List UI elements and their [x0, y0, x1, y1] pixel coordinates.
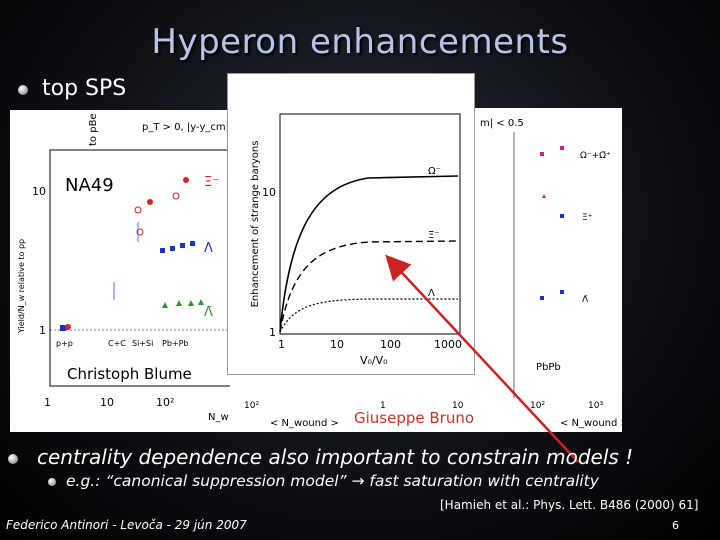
na49-xtick-100: 10² [156, 396, 174, 409]
pbpb-xi-marker [147, 199, 153, 205]
pbpb-plot: m| < 0.5 Ω⁻+Ω̄⁺ Ξ̄⁺ Λ̄ PbPb 10² 1 10 10²… [244, 118, 629, 429]
model-xtick-1: 1 [278, 338, 285, 351]
model-ylabel: Enhancement of strange baryons [250, 141, 261, 308]
na49-cut-text: p_T > 0, |y-y_cm| < 0 [142, 122, 250, 133]
pbpb-xlabel-left: < N_wound > [270, 418, 339, 429]
reference: [Hamieh et al.: Phys. Lett. B486 (2000) … [440, 498, 699, 512]
slide-title: Hyperon enhancements [151, 22, 569, 62]
model-label-lambda: Λ [428, 288, 435, 299]
xi-marker-b [183, 177, 189, 183]
na49-xlabel: N_w [208, 412, 229, 423]
model-frame [279, 113, 461, 335]
na49-label: NA49 [63, 174, 116, 197]
sub-bullet-icon [48, 478, 56, 486]
lambda-marker-2 [170, 246, 175, 251]
na49-system-sisi: Si+Si [132, 339, 153, 348]
na49-ytick-1: 1 [39, 324, 46, 337]
legend-omega: Ω⁻+Ω̄⁺ [580, 151, 611, 161]
xi-marker-a [172, 192, 180, 200]
model-plot: Enhancement of strange baryons 10 1 Ω⁻ Ξ… [250, 113, 462, 367]
lambda-marker-right-1 [540, 296, 544, 300]
footer: Federico Antinori - Levoča - 29 jún 2007 [6, 518, 247, 532]
legend-lambdabar-right: Λ̄ [582, 295, 589, 305]
pp-marker [60, 325, 66, 331]
lambda-marker-3 [180, 243, 185, 248]
na49-ylabel: Yield/N_w relative to pp [17, 239, 26, 334]
na49-ylabel-top: to pBe [88, 113, 99, 146]
omega-marker-1 [540, 152, 544, 156]
sisi-xi-marker [136, 228, 144, 236]
pp-marker-red [65, 324, 71, 330]
model-plot-panel: Enhancement of strange baryons 10 1 Ω⁻ Ξ… [228, 74, 474, 374]
na49-system-pp: p+p [56, 339, 73, 348]
bullet-top-sps: top SPS [42, 76, 127, 101]
model-xtick-10: 10 [330, 338, 344, 351]
page-number: 6 [672, 519, 679, 532]
model-curve-lambda [279, 298, 458, 333]
legend-xi: Ξ⁻ [204, 175, 219, 190]
bullet-icon [8, 454, 18, 464]
legend-xibar: Ξ̄⁺ [582, 213, 593, 223]
na49-xtick-10: 10 [100, 396, 114, 409]
na49-plot: to pBe p_T > 0, |y-y_cm| < 0 Yield/N_w r… [17, 113, 250, 423]
pbpb-xtick-b: 1 [380, 401, 386, 411]
bullet-centrality: centrality dependence also important to … [37, 445, 634, 469]
pbpb-xlabel-right: < N_wound > [560, 418, 622, 429]
legend-lambdabar: Λ̄ [204, 305, 213, 320]
pbpb-system-label: PbPb [536, 362, 561, 373]
cc-xi-marker [134, 206, 142, 214]
lambdabar-marker-1 [162, 302, 168, 308]
na49-ytick-10: 10 [32, 185, 46, 198]
model-xlabel: V₀/V₀ [360, 354, 388, 367]
giuseppe-bruno-label: Giuseppe Bruno [354, 409, 475, 427]
bullet-icon [18, 85, 28, 95]
model-ytick-10: 10 [262, 186, 276, 199]
na49-system-cc: C+C [108, 339, 126, 348]
christoph-blume-label: Christoph Blume [64, 364, 195, 384]
na49-xtick-1: 1 [44, 396, 51, 409]
lambda-marker-right-2 [560, 290, 564, 294]
pbpb-xtick-d: 10² [530, 401, 545, 411]
model-curve-xi [279, 240, 459, 333]
lambda-marker-1 [160, 248, 165, 253]
model-xtick-100: 100 [380, 338, 401, 351]
model-label-omega: Ω⁻ [428, 166, 441, 177]
model-label-xi: Ξ⁻ [428, 230, 440, 241]
sub-bullet-canonical: e.g.: “canonical suppression model” → fa… [66, 472, 599, 490]
pbpb-xtick-a: 10² [244, 401, 259, 411]
model-xtick-1000: 1000 [434, 338, 462, 351]
xi-marker-right-1 [542, 194, 546, 198]
pbpb-cut-text: m| < 0.5 [480, 118, 524, 129]
legend-lambda: Λ [204, 241, 213, 256]
xi-marker-right-2 [560, 214, 564, 218]
omega-marker-2 [560, 146, 564, 150]
model-curve-omega [279, 175, 459, 333]
lambdabar-marker-4 [198, 299, 204, 305]
na49-system-pbpb: Pb+Pb [162, 339, 189, 348]
lambdabar-marker-3 [188, 300, 194, 306]
lambdabar-marker-2 [176, 300, 182, 306]
pbpb-xtick-e: 10³ [588, 401, 603, 411]
model-ytick-1: 1 [269, 326, 276, 339]
lambda-marker-4 [190, 241, 195, 246]
